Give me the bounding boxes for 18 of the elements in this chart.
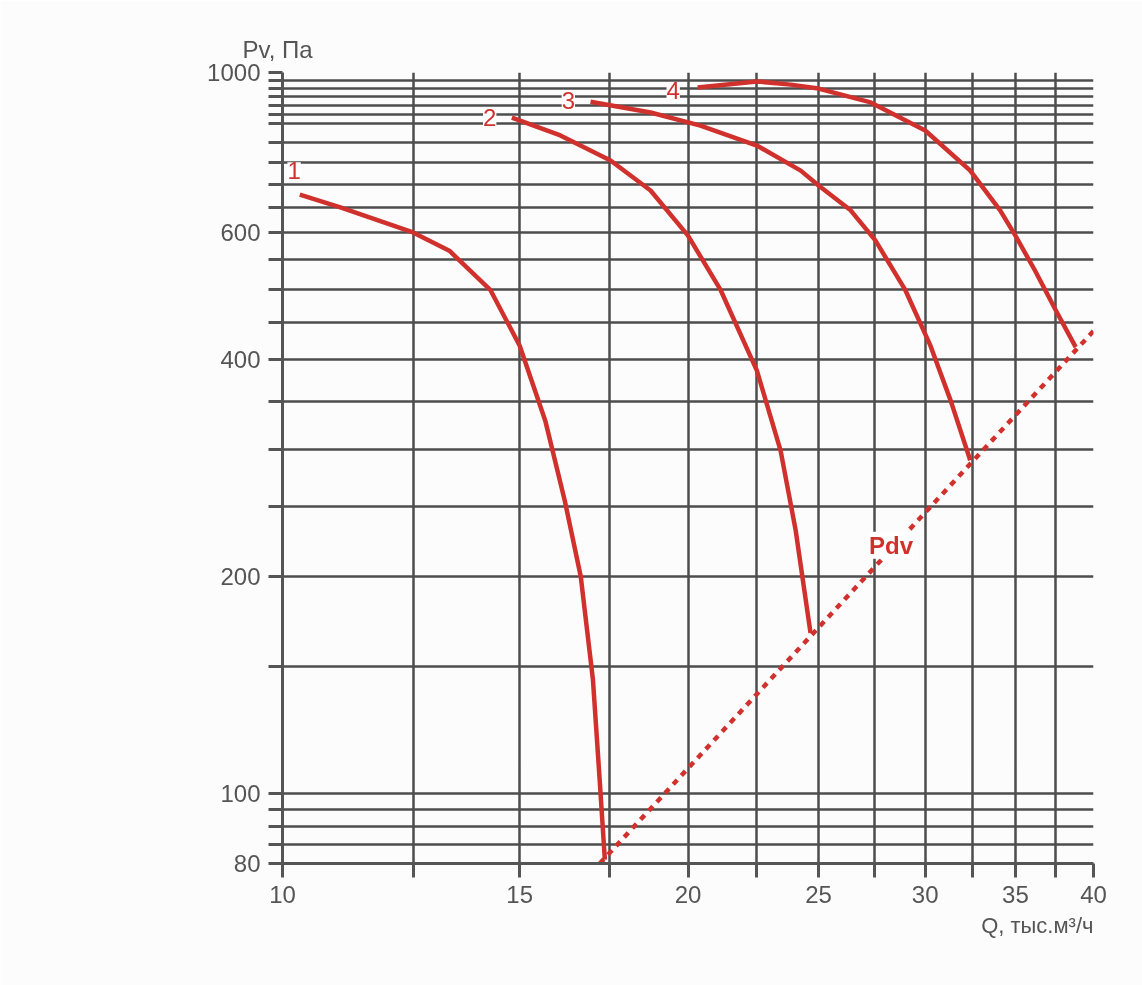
x-tick-label: 15 bbox=[506, 880, 534, 908]
x-tick-label: 25 bbox=[805, 880, 832, 908]
x-tick-label: 30 bbox=[911, 880, 939, 908]
y-tick-label: 400 bbox=[220, 345, 261, 373]
x-tick-label: 40 bbox=[1080, 880, 1107, 908]
annotation: 3 bbox=[561, 87, 576, 115]
x-tick-label: 20 bbox=[674, 880, 702, 908]
y-tick-label: 80 bbox=[233, 850, 261, 877]
x-axis-title: Q, тыс.м³/ч bbox=[981, 912, 1094, 938]
x-tick-label: 35 bbox=[1002, 880, 1029, 908]
x-tick-label: 10 bbox=[269, 880, 296, 908]
annotation: 4 bbox=[666, 77, 680, 105]
annotation: 1 bbox=[287, 157, 301, 185]
y-tick-label: 100 bbox=[220, 780, 261, 808]
y-tick-label: 600 bbox=[220, 218, 261, 246]
annotation: Pdv bbox=[869, 531, 914, 559]
annotation: 2 bbox=[483, 104, 497, 132]
y-tick-label: 200 bbox=[220, 563, 261, 591]
